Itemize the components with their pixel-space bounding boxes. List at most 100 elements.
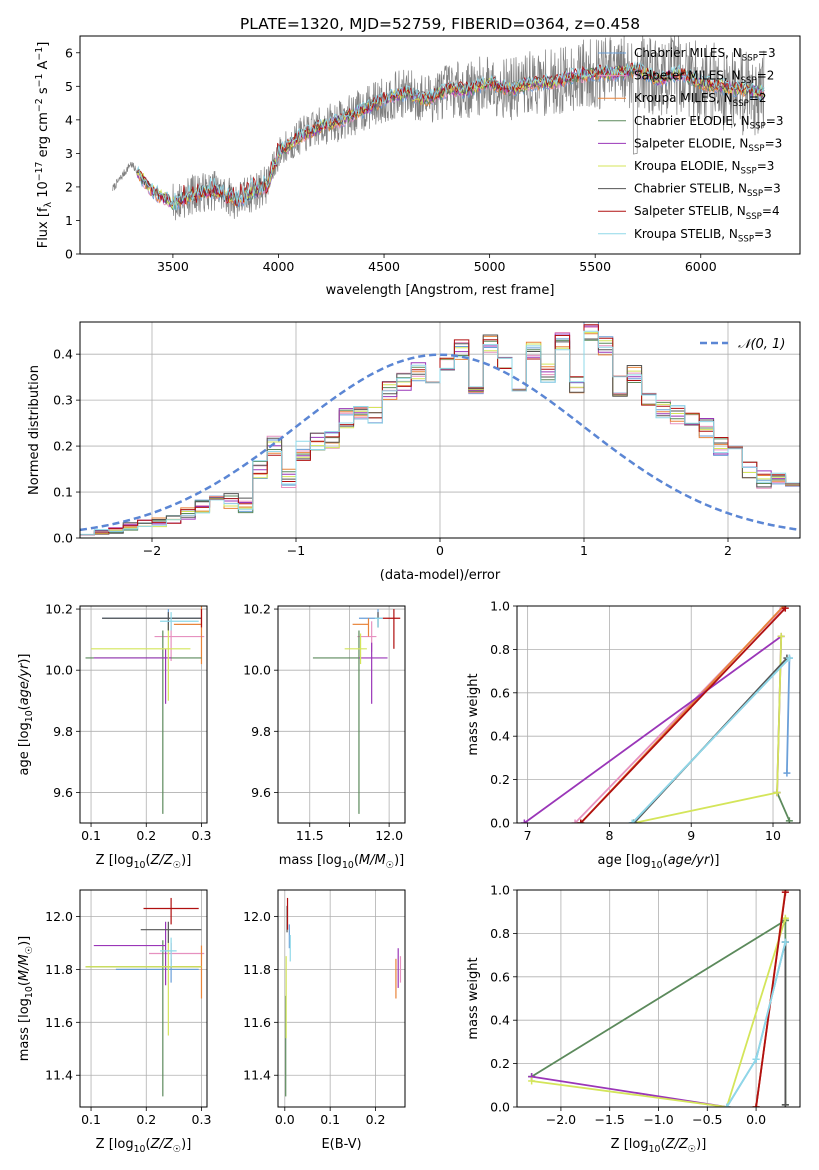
mass-weight-line: [531, 917, 787, 1107]
x-tick-label: 0.1: [81, 1112, 101, 1127]
legend-entry: Salpeter STELIB, NSSP=4: [634, 204, 780, 222]
x-axis-label: Z [log10(Z/Z☉)]: [611, 1137, 707, 1155]
residuals-plot-area: [80, 322, 800, 538]
y-tick-label: 9.8: [251, 724, 271, 739]
x-tick-label: −2: [143, 543, 161, 558]
x-tick-label: 0.1: [81, 828, 101, 843]
mass-weight-marker: [571, 819, 579, 823]
y-tick-label: 11.6: [243, 1015, 271, 1030]
x-tick-label: 12.0: [375, 828, 403, 843]
axes-frame: [79, 321, 801, 539]
mass-weight-line: [633, 636, 783, 823]
y-tick-label: 10.2: [45, 602, 73, 617]
y-tick-label: 0.4: [490, 1013, 510, 1028]
mass-weight-marker: [781, 890, 789, 896]
y-tick-label: 0.6: [490, 969, 510, 984]
x-tick-label: −1.5: [595, 1112, 625, 1127]
y-tick-label: 11.4: [243, 1068, 271, 1083]
axes-frame: [79, 889, 208, 1108]
y-tick-label: 9.6: [251, 785, 271, 800]
legend-entry: Salpeter ELODIE, NSSP=3: [634, 136, 782, 154]
axes-frame: [277, 889, 406, 1108]
y-axis-label: mass [log10(M/M☉)]: [17, 936, 35, 1062]
x-axis-label: Z [log10(Z/Z☉)]: [96, 853, 192, 871]
mass-vs-ebv-axes: 0.0 0.1 0.2 11.4 11.6 11.8 12.0: [243, 889, 406, 1127]
mass-weight-marker: [781, 914, 789, 922]
x-tick-label: 5000: [474, 259, 506, 274]
residuals-axes: −2 −1 0 1 2 0.0 0.1 0.2 0.3 0.4: [53, 321, 801, 558]
mass-weight-vs-Z-axes: −2.0 −1.5 −1.0 −0.5 0.0 0.0 0.2 0.4 0.6 0.8 1.0: [490, 883, 801, 1127]
y-tick-label: 1.0: [490, 599, 510, 614]
spectrum-plot-area: [112, 36, 765, 221]
x-tick-label: 9: [687, 828, 695, 843]
mass-weight-vs-Z-plot-area: [528, 890, 789, 1107]
y-axis-label: age [log10(age/yr)]: [17, 653, 35, 775]
y-tick-label: 5: [65, 79, 73, 94]
y-tick-label: 1: [65, 213, 73, 228]
y-axis-label: Normed distribution: [27, 365, 42, 495]
mass-weight-marker: [781, 1101, 789, 1107]
mass-vs-ebv-plot-area: [285, 897, 402, 1097]
y-tick-label: 10.2: [243, 602, 271, 617]
x-tick-label: 1: [580, 543, 588, 558]
x-tick-label: 0.2: [366, 1112, 386, 1127]
y-axis-label: mass weight: [466, 673, 481, 755]
x-tick-label: 11.5: [296, 828, 324, 843]
y-tick-label: 0.6: [490, 685, 510, 700]
mass-weight-marker: [520, 819, 528, 823]
y-tick-label: 10.0: [243, 663, 271, 678]
legend-entry: 𝒩(0, 1): [738, 337, 785, 352]
mass-weight-marker: [781, 606, 789, 612]
y-tick-label: 0.2: [490, 772, 510, 787]
y-tick-label: 0.3: [53, 393, 73, 408]
y-tick-label: 11.6: [45, 1015, 73, 1030]
y-tick-label: 0.8: [490, 642, 510, 657]
spectrum-legend: Chabrier MILES, NSSP=3 Salpeter MILES, NS…: [598, 46, 783, 244]
legend-entry: Chabrier MILES, NSSP=3: [634, 46, 776, 64]
y-tick-label: 9.8: [53, 724, 73, 739]
y-tick-label: 0.0: [490, 1100, 510, 1115]
x-tick-label: 3500: [157, 259, 189, 274]
y-tick-label: 0.1: [53, 485, 73, 500]
y-tick-label: 0.0: [490, 816, 510, 831]
y-tick-label: 11.8: [45, 962, 73, 977]
histogram-step: [80, 332, 800, 538]
y-tick-label: 11.8: [243, 962, 271, 977]
y-tick-label: 2: [65, 179, 73, 194]
mass-weight-marker: [777, 632, 785, 640]
age-vs-Z-axes: 0.1 0.2 0.3 9.6 9.8 10.0 10.2: [45, 602, 211, 843]
gaussian-curve: [80, 353, 800, 532]
y-tick-label: 3: [65, 146, 73, 161]
axes-frame: [79, 35, 801, 255]
x-tick-label: 4500: [368, 259, 400, 274]
mass-weight-marker: [785, 654, 793, 662]
mass-weight-line: [776, 792, 791, 822]
mass-vs-Z-plot-area: [85, 897, 205, 1097]
mass-weight-vs-age-axes: 7 8 9 10 0.0 0.2 0.4 0.6 0.8 1.0: [490, 599, 801, 843]
x-tick-label: −2.0: [546, 1112, 576, 1127]
y-tick-label: 4: [65, 112, 73, 127]
y-axis-label: Flux [fλ 10−17 erg cm−2 s−1 A−1]: [34, 42, 54, 249]
mass-weight-marker: [577, 819, 585, 823]
mass-weight-vs-age-plot-area: [520, 606, 793, 823]
legend-entry: Kroupa STELIB, NSSP=3: [634, 227, 772, 245]
legend-entry: Kroupa ELODIE, NSSP=3: [634, 159, 774, 177]
y-tick-label: 12.0: [45, 909, 73, 924]
x-tick-label: 0.2: [136, 828, 156, 843]
y-tick-label: 0.0: [53, 531, 73, 546]
x-tick-label: 0: [436, 543, 444, 558]
y-tick-label: 10.0: [45, 663, 73, 678]
age-vs-Z-plot-area: [85, 606, 205, 814]
y-tick-label: 12.0: [243, 909, 271, 924]
axes-frame: [516, 605, 801, 824]
x-tick-label: 0.3: [192, 1112, 212, 1127]
x-axis-label: mass [log10(M/M☉)]: [279, 853, 405, 871]
x-tick-label: 0.3: [192, 828, 212, 843]
y-tick-label: 9.6: [53, 785, 73, 800]
x-tick-label: 5500: [579, 259, 611, 274]
y-tick-label: 0.8: [490, 926, 510, 941]
legend-entry: Chabrier STELIB, NSSP=3: [634, 182, 781, 200]
x-axis-label: wavelength [Angstrom, rest frame]: [326, 283, 555, 298]
y-tick-label: 6: [65, 45, 73, 60]
